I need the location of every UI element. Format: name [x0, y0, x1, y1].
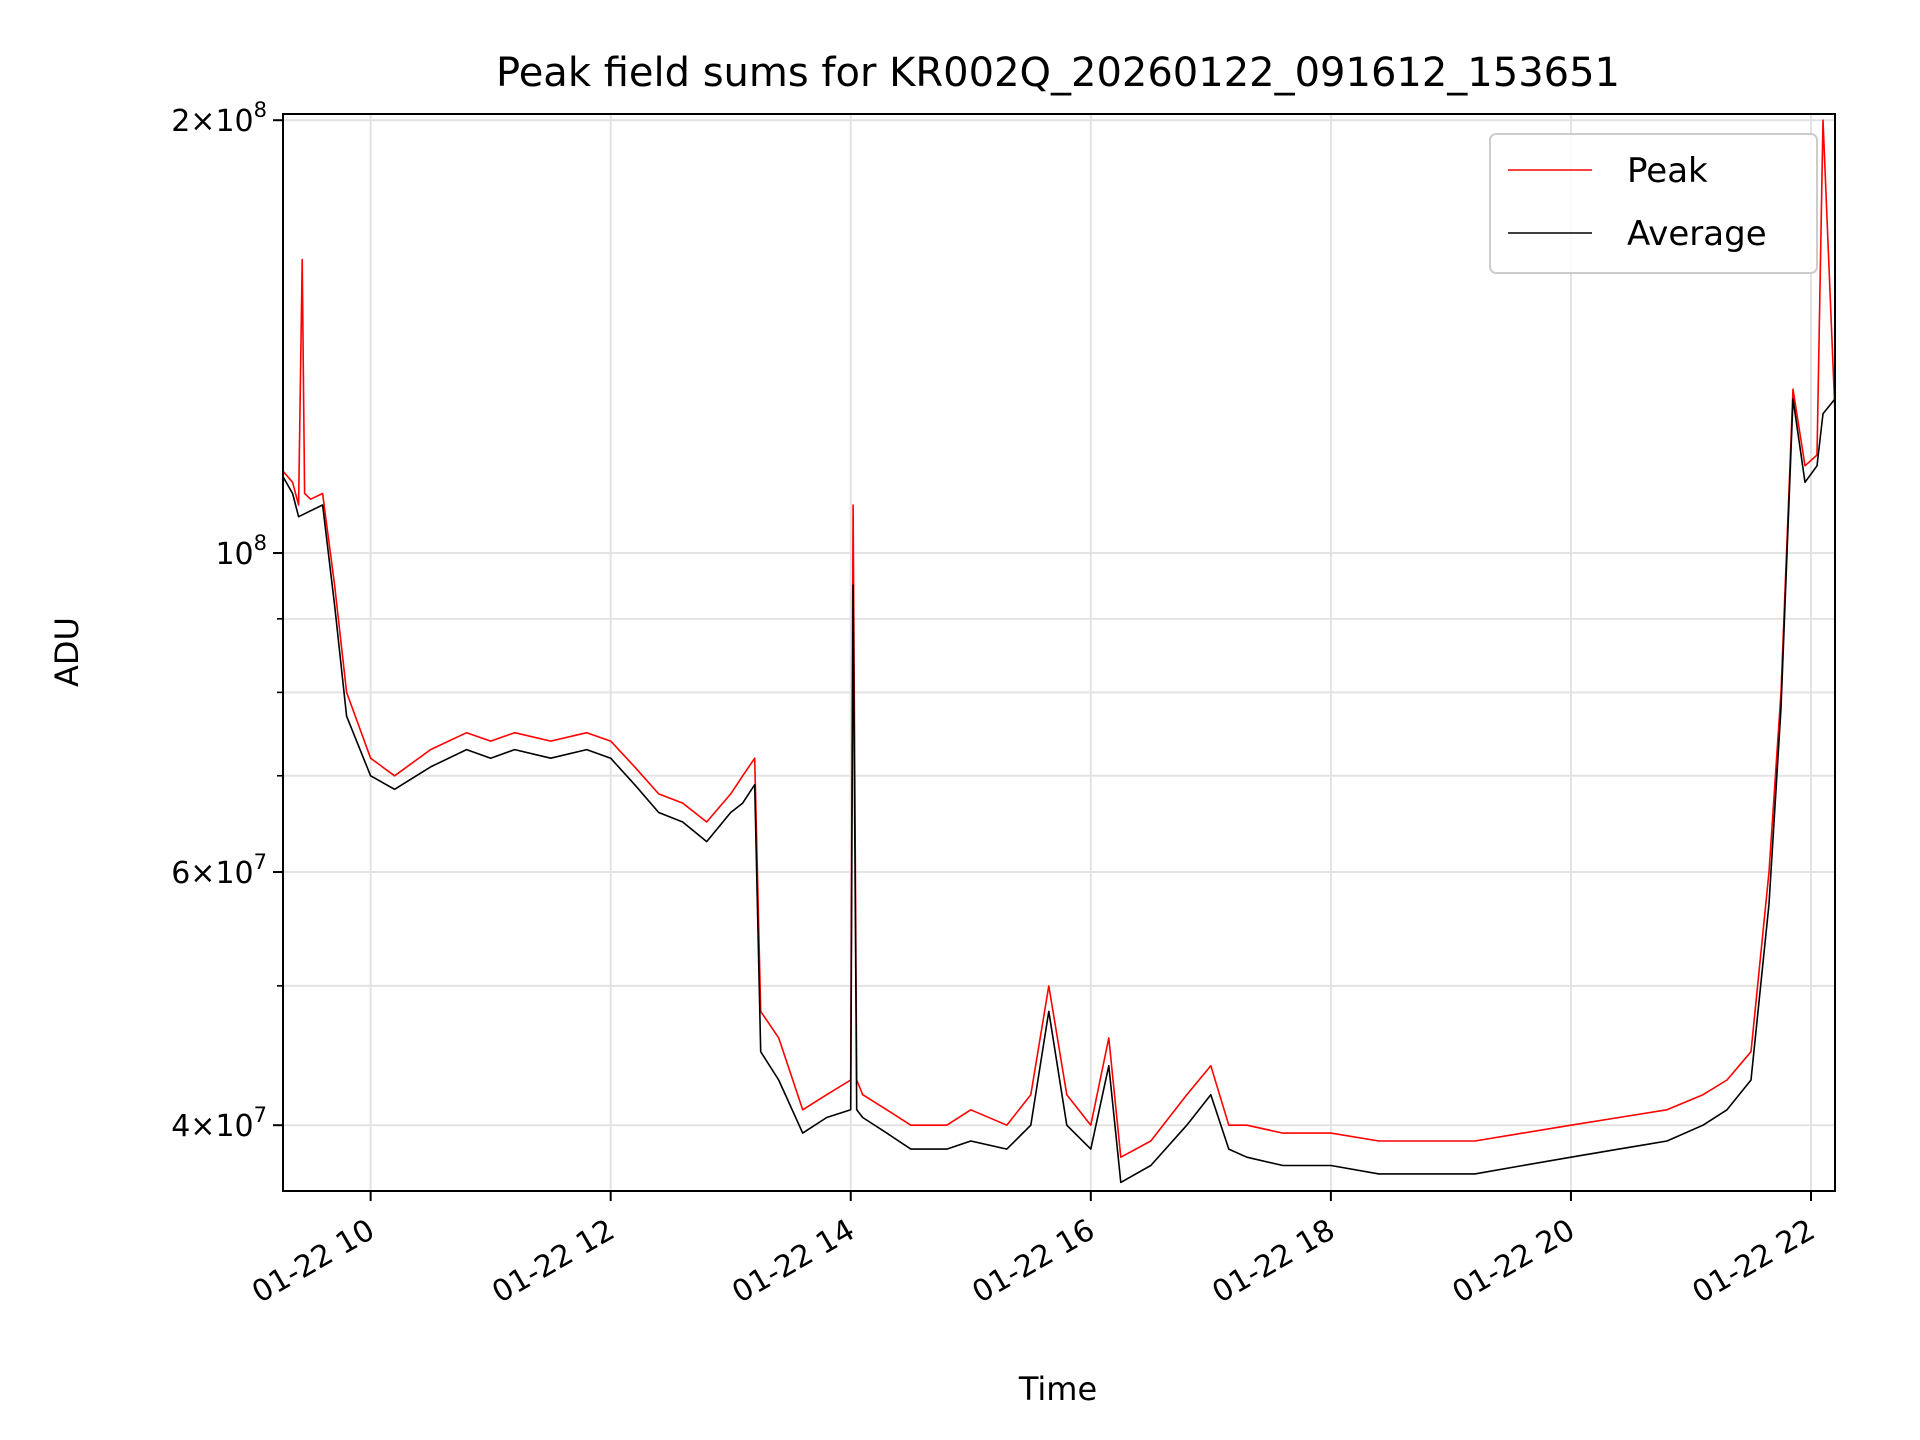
- axis-ticks: [273, 119, 1812, 1201]
- y-tick-label: 2×108: [171, 98, 267, 139]
- y-tick-label: 6×107: [171, 850, 267, 891]
- legend-label-average: Average: [1627, 214, 1767, 254]
- grid: [283, 114, 1835, 1191]
- chart-title: Peak field sums for KR002Q_20260122_0916…: [496, 50, 1620, 96]
- x-axis-label: Time: [1018, 1370, 1097, 1408]
- series-line-peak: [282, 119, 1836, 1158]
- y-axis-label: ADU: [48, 617, 86, 687]
- series-line-average: [282, 398, 1836, 1184]
- legend-label-peak: Peak: [1627, 151, 1708, 191]
- plot-frame: [282, 113, 1836, 1192]
- y-tick-label: 108: [215, 531, 267, 572]
- legend-box: [1489, 133, 1818, 274]
- y-tick-labels: 4×107 6×107 108 2×108: [171, 98, 267, 1144]
- legend: Peak Average: [1489, 133, 1818, 274]
- series-layer: [282, 119, 1836, 1184]
- y-tick-label: 4×107: [171, 1103, 267, 1144]
